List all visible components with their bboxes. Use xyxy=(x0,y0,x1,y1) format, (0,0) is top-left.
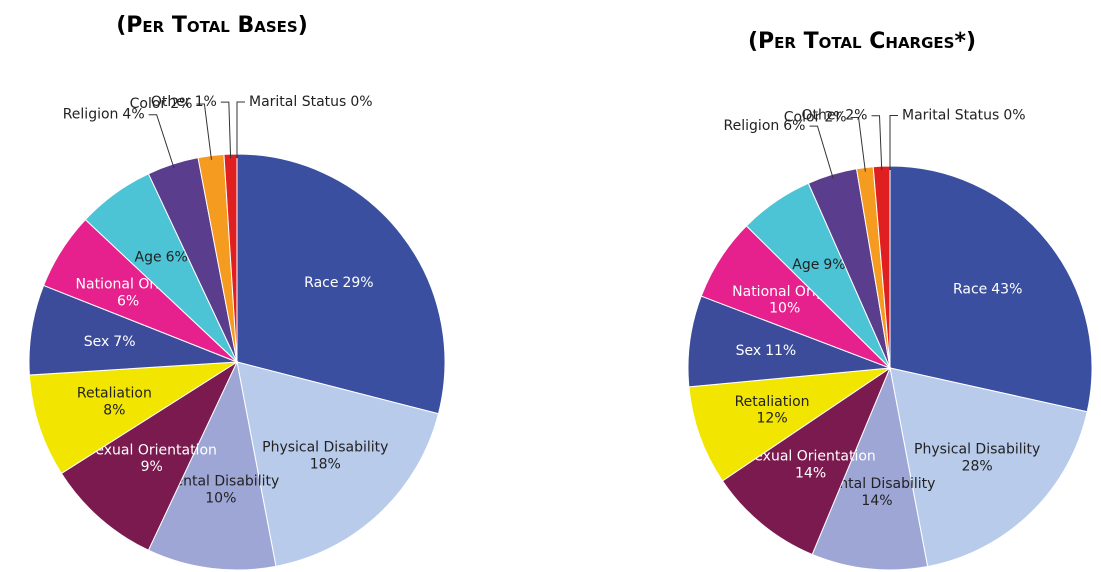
slice-value: 0% xyxy=(1003,108,1025,124)
slice-label: Race 29% xyxy=(304,275,373,291)
pie-slice xyxy=(236,361,440,567)
slice-label: Sexual Orientation 9% xyxy=(87,442,217,475)
slice-category: Religion xyxy=(63,107,119,123)
slice-category: Color xyxy=(784,109,821,125)
slice-value: 6% xyxy=(117,293,139,309)
slice-label: Mental Disability 14% xyxy=(819,476,936,509)
slice-category: Age xyxy=(792,257,819,273)
slice-category: Sexual Orientation xyxy=(87,442,217,458)
slice-label: Age 9% xyxy=(792,257,845,273)
slice-category: Mental Disability xyxy=(162,474,279,490)
slice-value: 14% xyxy=(861,493,892,509)
slice-label: Retaliation 12% xyxy=(735,394,810,427)
pie-slice xyxy=(236,153,446,415)
slice-label: Color 2% xyxy=(130,96,193,112)
pie-slice xyxy=(147,360,277,571)
slice-value: 28% xyxy=(962,458,993,474)
pie-slice xyxy=(889,165,1093,413)
slice-value: 6% xyxy=(783,118,805,134)
pie-slice xyxy=(60,360,239,551)
slice-value: 6% xyxy=(166,250,188,266)
chart-title: (Per Total Bases) xyxy=(116,13,308,38)
slice-value: 4% xyxy=(122,107,144,123)
slice-category: Sex xyxy=(736,343,762,359)
slice-label: Other 2% xyxy=(802,108,868,124)
slice-category: Marital Status xyxy=(249,94,346,110)
slice-value: 1% xyxy=(195,94,217,110)
slice-value: 2% xyxy=(824,109,846,125)
slice-label: Marital Status 0% xyxy=(902,108,1026,124)
slice-value: 43% xyxy=(991,282,1022,298)
pie-slice xyxy=(688,367,891,482)
slice-label: Race 43% xyxy=(953,282,1022,298)
chart-title: (Per Total Charges*) xyxy=(748,29,976,54)
slice-label: Sexual Orientation 14% xyxy=(745,448,875,481)
pie-slice xyxy=(28,361,238,475)
slice-category: Sexual Orientation xyxy=(745,448,875,464)
slice-label: Religion 6% xyxy=(724,118,806,134)
slice-value: 10% xyxy=(769,301,800,317)
slice-label: Color 2% xyxy=(784,109,847,125)
leader-line xyxy=(148,114,175,169)
slice-label: Sex 11% xyxy=(736,343,797,359)
slice-category: Physical Disability xyxy=(262,440,388,456)
slice-label: Religion 4% xyxy=(63,107,145,123)
slice-label: Physical Disability 18% xyxy=(262,440,388,473)
slice-value: 29% xyxy=(342,275,373,291)
slice-value: 18% xyxy=(310,456,341,472)
slice-label: Marital Status 0% xyxy=(249,94,373,110)
pie-slice xyxy=(889,367,1088,568)
slice-value: 8% xyxy=(103,402,125,418)
slice-category: Color xyxy=(130,96,167,112)
slice-value: 2% xyxy=(170,96,192,112)
slice-label: Sex 7% xyxy=(84,334,136,350)
slice-value: 9% xyxy=(823,257,845,273)
slice-category: Physical Disability xyxy=(914,442,1040,458)
leader-line xyxy=(871,115,883,171)
leader-line xyxy=(236,101,245,159)
slice-category: Marital Status xyxy=(902,108,999,124)
slice-value: 7% xyxy=(113,334,135,350)
slice-label: Age 6% xyxy=(135,250,188,266)
slice-category: Retaliation xyxy=(77,385,152,401)
slice-category: Other xyxy=(802,108,842,124)
slice-value: 9% xyxy=(141,459,163,475)
slice-category: Race xyxy=(304,275,338,291)
slice-value: 2% xyxy=(845,108,867,124)
slice-value: 10% xyxy=(205,490,236,506)
slice-category: Religion xyxy=(724,118,780,134)
slice-value: 12% xyxy=(757,411,788,427)
slice-label: Retaliation 8% xyxy=(77,385,152,418)
leader-line xyxy=(889,115,898,171)
slice-value: 11% xyxy=(765,343,796,359)
leader-line xyxy=(220,101,232,159)
leader-line xyxy=(809,125,834,179)
pie-slice xyxy=(811,366,929,571)
slice-value: 0% xyxy=(350,94,372,110)
pie-slice xyxy=(721,366,892,556)
slice-category: Other xyxy=(151,94,191,110)
slice-category: Retaliation xyxy=(735,394,810,410)
slice-value: 14% xyxy=(795,465,826,481)
slice-label: Other 1% xyxy=(151,94,217,110)
leader-line xyxy=(196,103,212,160)
slice-category: Race xyxy=(953,282,987,298)
slice-label: Physical Disability 28% xyxy=(914,442,1040,475)
slice-category: Age xyxy=(135,250,162,266)
slice-category: Sex xyxy=(84,334,110,350)
slice-label: Mental Disability 10% xyxy=(162,474,279,507)
leader-line xyxy=(850,116,866,172)
slice-category: Mental Disability xyxy=(819,476,936,492)
